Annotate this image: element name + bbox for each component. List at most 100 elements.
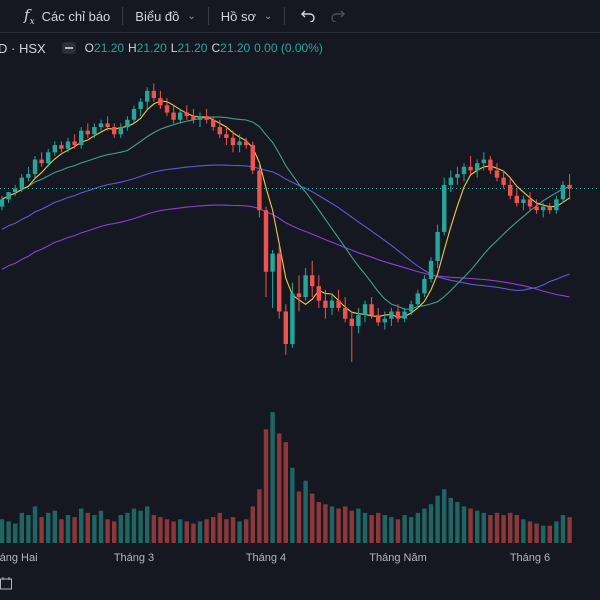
candle-body bbox=[46, 152, 51, 164]
volume-bar bbox=[105, 519, 110, 543]
candle-body bbox=[224, 134, 229, 138]
volume-bar bbox=[270, 412, 275, 543]
candle-body bbox=[290, 293, 295, 345]
profile-label: Hồ sơ bbox=[220, 8, 257, 24]
volume-bar bbox=[508, 512, 513, 543]
candle-body bbox=[316, 286, 321, 301]
volume-bar bbox=[244, 519, 249, 543]
volume-bar bbox=[389, 517, 394, 543]
low-value: 21.20 bbox=[177, 41, 208, 55]
fx-icon: fx bbox=[24, 5, 35, 27]
volume-bar bbox=[362, 512, 368, 543]
candle-body bbox=[145, 90, 150, 102]
candle-body bbox=[197, 116, 203, 120]
candle-body bbox=[244, 141, 249, 146]
volume-bar bbox=[376, 512, 381, 543]
candle-body bbox=[481, 159, 486, 164]
candle-body bbox=[138, 101, 143, 109]
candle-body bbox=[349, 318, 354, 326]
volume-bar bbox=[283, 442, 288, 543]
chart-type-button[interactable]: Biểu đồ ⌄ bbox=[135, 0, 195, 33]
volume-bar bbox=[85, 512, 90, 543]
candle-body bbox=[369, 304, 374, 316]
candle-body bbox=[98, 123, 104, 128]
volume-bar bbox=[59, 519, 64, 543]
volume-bar bbox=[32, 506, 38, 543]
candle-body bbox=[389, 311, 394, 319]
volume-bar bbox=[92, 515, 97, 543]
symbol-label[interactable]: D · HSX bbox=[0, 40, 46, 56]
candle-body bbox=[171, 112, 176, 120]
volume-bar bbox=[118, 515, 123, 543]
candle-body bbox=[382, 318, 387, 323]
volume-bar bbox=[178, 519, 183, 543]
candle-body bbox=[204, 116, 209, 120]
candle-body bbox=[184, 112, 189, 117]
ohlc-legend: D · HSX O 21.20 H 21.20 L 21.20 C 21.20 … bbox=[0, 40, 327, 56]
candle-body bbox=[158, 98, 163, 106]
candlestick-chart[interactable] bbox=[0, 33, 600, 543]
volume-bar bbox=[481, 512, 486, 543]
volume-bar bbox=[184, 521, 189, 543]
candle-body bbox=[26, 174, 31, 178]
candle-body bbox=[112, 127, 117, 135]
volume-bar bbox=[158, 517, 163, 543]
toolbar-divider bbox=[122, 7, 124, 25]
volume-bar bbox=[125, 512, 130, 543]
redo-button[interactable] bbox=[323, 0, 353, 33]
candle-body bbox=[527, 199, 533, 207]
volume-bar bbox=[131, 508, 137, 543]
candle-body bbox=[395, 311, 401, 319]
profile-button[interactable]: Hồ sơ ⌄ bbox=[221, 0, 273, 33]
volume-bar bbox=[79, 508, 84, 543]
volume-bar bbox=[296, 491, 302, 543]
candle-body bbox=[263, 210, 269, 272]
candle-body bbox=[547, 206, 552, 211]
candle-body bbox=[435, 231, 440, 261]
volume-bar bbox=[455, 502, 460, 543]
collapse-legend-icon[interactable] bbox=[61, 42, 76, 54]
volume-bar bbox=[422, 508, 427, 543]
candle-body bbox=[32, 159, 38, 175]
candle-body bbox=[508, 184, 513, 196]
x-axis-label: Tháng Năm bbox=[369, 552, 427, 564]
volume-bar bbox=[13, 523, 18, 543]
candle-body bbox=[402, 311, 407, 319]
ma-long-blue-line bbox=[1, 164, 570, 292]
close-key: C bbox=[211, 41, 221, 55]
candle-body bbox=[6, 192, 11, 200]
x-axis-label: Tháng 3 bbox=[113, 552, 155, 564]
calendar-icon[interactable] bbox=[0, 576, 12, 590]
volume-bar bbox=[514, 515, 519, 543]
volume-bar bbox=[488, 515, 493, 543]
volume-bar bbox=[329, 506, 335, 543]
volume-bar bbox=[349, 510, 354, 543]
ma-long-purple-line bbox=[1, 204, 570, 298]
volume-bar bbox=[323, 504, 328, 543]
candle-body bbox=[428, 260, 434, 279]
indicators-button[interactable]: fx Các chỉ báo bbox=[24, 0, 110, 33]
high-value: 21.20 bbox=[136, 41, 167, 55]
candle-body bbox=[560, 184, 566, 200]
volume-bar bbox=[0, 519, 5, 543]
volume-bar bbox=[46, 512, 51, 543]
volume-bar bbox=[250, 506, 255, 543]
volume-bar bbox=[560, 515, 566, 543]
volume-bar bbox=[521, 519, 526, 543]
undo-button[interactable] bbox=[293, 0, 323, 33]
candle-body bbox=[237, 141, 242, 146]
candle-body bbox=[211, 119, 216, 128]
candle-body bbox=[310, 275, 315, 287]
candle-body bbox=[356, 315, 361, 326]
volume-bar bbox=[151, 515, 156, 543]
low-key: L bbox=[170, 41, 178, 55]
candle-body bbox=[125, 119, 130, 128]
volume-bar bbox=[442, 489, 447, 543]
volume-bar bbox=[224, 519, 229, 543]
ma-mid-line bbox=[1, 116, 570, 310]
chevron-down-icon: ⌄ bbox=[187, 10, 196, 22]
candle-body bbox=[554, 199, 559, 211]
candle-body bbox=[52, 145, 57, 153]
candle-body bbox=[303, 275, 308, 298]
candle-body bbox=[521, 199, 526, 203]
